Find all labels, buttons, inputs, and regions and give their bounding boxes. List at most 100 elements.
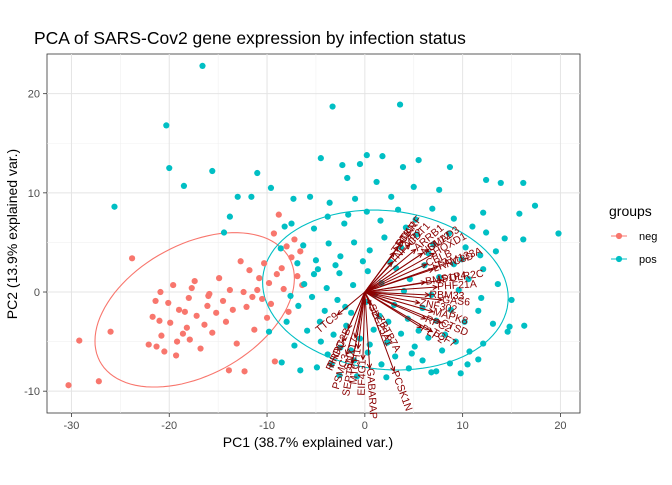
data-point-neg: [179, 330, 187, 337]
loading-arrow: [345, 291, 366, 355]
data-point-pos: [457, 370, 464, 377]
data-point-pos: [506, 323, 513, 330]
loading-label: GABARAP: [364, 368, 379, 419]
loading-arrowhead: [436, 318, 443, 324]
ellipse-pos: [262, 209, 509, 371]
loading-arrow: [364, 291, 443, 301]
data-point-pos: [475, 356, 482, 363]
data-point-pos: [337, 253, 344, 260]
data-point-pos: [508, 296, 515, 304]
data-point-neg: [233, 340, 240, 347]
data-point-pos: [370, 326, 377, 333]
data-point-neg: [219, 297, 227, 305]
data-point-neg: [95, 378, 102, 385]
data-point-pos: [111, 203, 118, 210]
data-point-pos: [458, 256, 465, 263]
data-point-pos: [323, 284, 330, 292]
data-point-pos: [345, 211, 352, 218]
data-point-pos: [430, 241, 437, 248]
data-point-neg: [229, 306, 236, 313]
data-point-pos: [220, 229, 228, 236]
loading-arrow: [364, 286, 438, 293]
chart-title: PCA of SARS-Cov2 gene expression by infe…: [34, 28, 466, 48]
loading-label: RBM33: [429, 289, 465, 303]
data-point-neg: [107, 328, 114, 335]
data-point-pos: [265, 328, 273, 335]
data-point-pos: [483, 176, 490, 184]
data-point-pos: [363, 152, 370, 159]
data-point-pos: [489, 320, 497, 327]
loading-arrowhead: [420, 280, 427, 286]
loading-arrowhead: [336, 310, 343, 316]
loading-arrow: [364, 281, 426, 293]
loading-arrowhead: [341, 336, 347, 343]
loading-arrowhead: [387, 261, 394, 268]
data-point-neg: [185, 294, 192, 302]
data-point-neg: [267, 300, 275, 308]
data-point-pos: [415, 157, 422, 164]
data-point-neg: [173, 338, 181, 345]
loading-arrow: [364, 265, 439, 293]
data-point-pos: [281, 223, 288, 230]
data-point-neg: [237, 258, 244, 265]
loading-arrow: [364, 252, 435, 293]
data-point-neg: [188, 284, 195, 292]
data-point-pos: [381, 234, 388, 241]
loading-label: MTCH1: [347, 348, 363, 386]
loading-arrow: [364, 252, 395, 293]
data-point-pos: [314, 266, 322, 273]
x-axis-label: PC1 (38.7% explained var.): [223, 434, 393, 450]
data-point-pos: [504, 328, 511, 335]
data-point-neg: [167, 319, 174, 326]
data-point-neg: [201, 321, 208, 328]
loading-arrowhead: [410, 248, 417, 255]
loading-arrow: [362, 291, 366, 360]
data-point-neg: [265, 279, 273, 287]
y-axis-ticks: -10 0 10 20: [24, 89, 47, 398]
data-point-pos: [446, 163, 454, 171]
loading-arrow: [364, 263, 427, 293]
data-point-pos: [348, 347, 355, 354]
data-point-pos: [308, 293, 316, 301]
data-point-pos: [429, 205, 436, 212]
data-point-pos: [436, 186, 443, 193]
data-point-pos: [304, 327, 311, 334]
data-point-neg: [157, 288, 164, 296]
legend: groups neg pos: [609, 203, 657, 266]
data-point-pos: [321, 307, 328, 314]
data-point-pos: [329, 103, 336, 110]
loading-arrowhead: [390, 366, 396, 373]
data-point-pos: [447, 306, 455, 313]
loading-arrowhead: [360, 354, 366, 361]
data-point-pos: [324, 351, 331, 358]
data-point-neg: [259, 295, 266, 303]
data-point-neg: [288, 254, 295, 261]
legend-key-neg: [615, 232, 623, 240]
data-point-neg: [76, 337, 83, 344]
data-point-pos: [480, 209, 487, 216]
legend-label-pos: pos: [639, 254, 657, 266]
loading-arrowhead: [366, 363, 373, 370]
data-point-pos: [306, 193, 314, 200]
data-point-neg: [204, 302, 211, 309]
loading-arrow: [364, 291, 442, 324]
data-point-neg: [172, 352, 180, 359]
data-point-pos: [388, 193, 395, 200]
data-point-neg: [175, 306, 183, 313]
data-point-pos: [339, 161, 346, 169]
loading-arrowhead: [350, 358, 356, 365]
data-point-pos: [396, 101, 404, 108]
data-point-pos: [462, 244, 469, 251]
data-point-pos: [445, 230, 453, 237]
data-point-pos: [411, 343, 418, 350]
grid-minor: [47, 54, 580, 413]
data-point-pos: [385, 318, 392, 325]
data-point-neg: [249, 293, 256, 301]
loading-label: PHF21A: [437, 278, 477, 293]
loading-label: GAS6: [442, 294, 471, 309]
loading-arrowhead: [427, 327, 434, 333]
loading-arrowhead: [428, 308, 435, 314]
data-point-neg: [256, 275, 263, 282]
data-point-neg: [246, 267, 253, 274]
